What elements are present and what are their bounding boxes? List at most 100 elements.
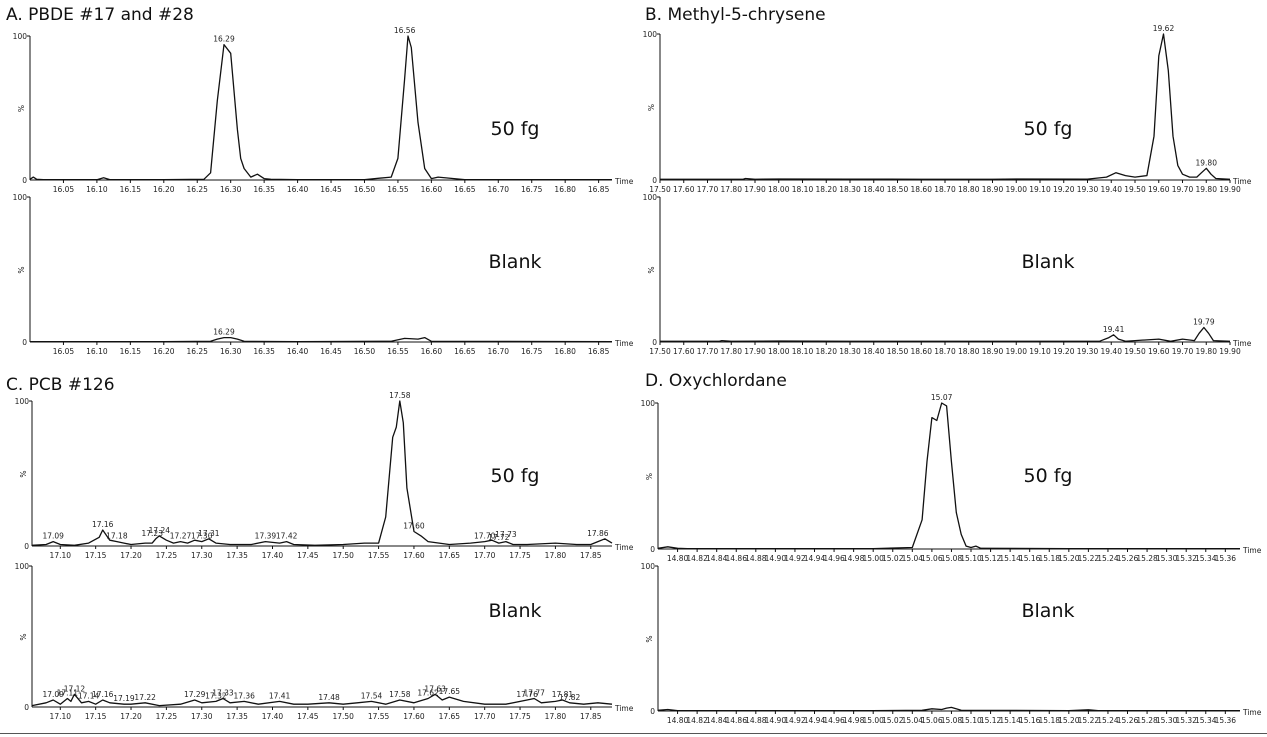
x-tick-label: 17.85 (580, 712, 602, 721)
x-tick-label: 18.30 (839, 347, 861, 356)
x-tick-label: 18.20 (816, 185, 838, 194)
x-tick-label: 17.80 (545, 712, 567, 721)
x-tick-label: 17.80 (721, 347, 743, 356)
trace-line (660, 326, 1231, 342)
x-tick-label: 16.60 (421, 185, 443, 194)
x-tick-label: 19.60 (1148, 347, 1170, 356)
peak-label: 16.29 (213, 328, 235, 337)
x-tick-label: 14.96 (823, 554, 845, 563)
y-tick-label: 100 (643, 193, 658, 202)
peak-label: 17.30 (191, 532, 213, 541)
x-tick-label: 17.20 (120, 551, 142, 560)
panel-d-title: D. Oxychlordane (645, 371, 787, 391)
x-axis-label: Time (614, 339, 634, 348)
peak-label: 19.79 (1193, 318, 1215, 327)
x-tick-label: 14.94 (804, 554, 826, 563)
x-axis-label: Time (614, 543, 634, 552)
x-tick-label: 15.10 (960, 554, 982, 563)
peak-label: 17.19 (113, 694, 135, 703)
peak-label: 17.16 (92, 520, 114, 529)
x-tick-label: 16.40 (287, 185, 309, 194)
plot-1-0: 100% 017.50 17.60 17.70 17.80 17.90 18.00 18.10… (643, 24, 1252, 194)
x-tick-label: 15.24 (1097, 554, 1119, 563)
x-tick-label: 17.90 (744, 347, 766, 356)
x-axis-label: Time (614, 177, 634, 186)
x-tick-label: 19.90 (1219, 185, 1241, 194)
x-tick-label: 15.26 (1117, 554, 1139, 563)
x-tick-label: 16.65 (454, 185, 476, 194)
peak-label: 17.41 (269, 691, 291, 700)
x-tick-label: 15.32 (1175, 554, 1197, 563)
y-tick-label: 0 (650, 545, 655, 554)
peak-label: 17.09 (42, 690, 64, 699)
peak-label: 17.23 (142, 529, 164, 538)
y-tick-label: 0 (22, 338, 27, 347)
peak-label: 17.33 (212, 689, 234, 698)
x-tick-label: 17.55 (368, 712, 390, 721)
y-tick-label: 100 (13, 32, 28, 41)
trace-line (657, 402, 1240, 550)
x-tick-label: 16.40 (287, 347, 309, 356)
peak-label: 17.63 (424, 684, 446, 693)
x-tick-label: 16.70 (488, 347, 510, 356)
peak-label: 17.27 (170, 532, 192, 541)
peak-label: 17.42 (276, 532, 298, 541)
x-tick-label: 17.80 (721, 185, 743, 194)
y-axis-unit-label: % (647, 267, 656, 274)
x-tick-label: 19.60 (1148, 185, 1170, 194)
x-tick-label: 15.36 (1215, 716, 1237, 725)
x-tick-label: 15.06 (921, 554, 943, 563)
peak-label: 17.77 (523, 689, 545, 698)
x-tick-label: 17.10 (50, 712, 72, 721)
x-tick-label: 16.15 (120, 347, 142, 356)
x-tick-label: 19.00 (1006, 185, 1028, 194)
x-tick-label: 15.16 (1019, 716, 1041, 725)
peak-label: 16.29 (213, 35, 235, 44)
x-tick-label: 15.20 (1058, 554, 1080, 563)
y-tick-label: 0 (650, 707, 655, 716)
x-tick-label: 16.05 (53, 185, 75, 194)
x-tick-label: 17.50 (332, 551, 354, 560)
x-tick-label: 17.70 (474, 551, 496, 560)
x-tick-label: 15.12 (980, 716, 1002, 725)
condition-label: Blank (1021, 251, 1074, 273)
condition-label: Blank (488, 251, 541, 273)
peak-label: 17.58 (389, 391, 411, 400)
x-tick-label: 17.30 (191, 712, 213, 721)
x-tick-label: 16.55 (387, 347, 409, 356)
x-tick-label: 19.20 (1053, 347, 1075, 356)
trace-line (657, 706, 1240, 712)
x-tick-label: 18.80 (958, 185, 980, 194)
x-tick-label: 16.20 (153, 347, 175, 356)
x-tick-label: 19.70 (1172, 185, 1194, 194)
x-tick-label: 17.40 (262, 712, 284, 721)
peak-label: 17.11 (57, 689, 79, 698)
y-tick-label: 100 (641, 562, 656, 571)
peak-label: 15.07 (931, 393, 953, 402)
x-axis-label: Time (1232, 177, 1252, 186)
y-tick-label: 0 (24, 542, 29, 551)
x-tick-label: 17.80 (545, 551, 567, 560)
x-tick-label: 14.98 (843, 554, 865, 563)
x-tick-label: 19.80 (1196, 185, 1218, 194)
x-tick-label: 15.22 (1078, 716, 1100, 725)
y-axis-unit-label: % (645, 473, 654, 480)
x-tick-label: 17.70 (474, 712, 496, 721)
peak-label: 17.09 (42, 532, 64, 541)
x-tick-label: 16.85 (588, 185, 610, 194)
peak-label: 17.60 (403, 522, 425, 531)
panel-a-title: A. PBDE #17 and #28 (6, 5, 194, 25)
x-axis-label: Time (614, 704, 634, 713)
x-tick-label: 14.88 (745, 716, 767, 725)
x-tick-label: 14.98 (843, 716, 865, 725)
peak-label: 17.70 (474, 532, 496, 541)
peak-label: 17.73 (495, 530, 517, 539)
plot-3-1: 100% 0 14.8014.8214.8414.8614.8814.9014.92… (641, 562, 1262, 725)
peak-label: 17.58 (389, 690, 411, 699)
x-tick-label: 16.75 (521, 347, 543, 356)
x-tick-label: 17.85 (580, 551, 602, 560)
x-tick-label: 16.35 (253, 347, 275, 356)
y-tick-label: 100 (13, 193, 28, 202)
condition-label: 50 fg (1024, 465, 1073, 487)
